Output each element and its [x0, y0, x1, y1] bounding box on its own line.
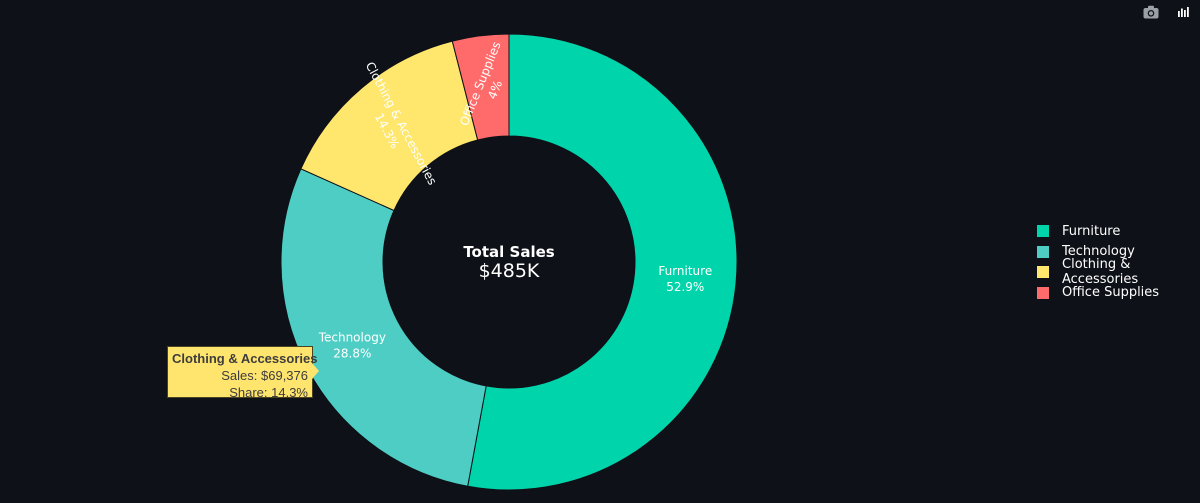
slice-label: Furniture 52.9%: [658, 264, 712, 294]
hover-tooltip: Clothing & Accessories Sales: $69,376 Sh…: [167, 346, 318, 400]
tooltip-title: Clothing & Accessories: [172, 351, 318, 366]
tooltip-share: Share: 14.3%: [229, 385, 308, 400]
legend-swatch: [1037, 245, 1049, 258]
legend-label: Furniture: [1062, 223, 1121, 239]
tooltip-sales: Sales: $69,376: [221, 368, 308, 383]
donut-slices: [280, 33, 738, 491]
legend-item-office-supplies[interactable]: Office Supplies: [1037, 283, 1200, 304]
legend: Furniture Technology Clothing & Accessor…: [1037, 221, 1200, 303]
camera-icon[interactable]: [1142, 4, 1160, 20]
center-title: Total Sales: [463, 243, 554, 261]
modebar: [1142, 4, 1192, 20]
plotly-logo-icon[interactable]: [1174, 4, 1192, 20]
legend-swatch: [1037, 286, 1049, 299]
legend-label: Office Supplies: [1062, 285, 1160, 301]
slice-office-supplies[interactable]: [451, 33, 510, 141]
center-value: $485K: [479, 260, 540, 282]
legend-item-technology[interactable]: Technology: [1037, 242, 1200, 263]
slice-technology[interactable]: [280, 168, 487, 487]
slice-label: Technology 28.8%: [318, 330, 386, 360]
legend-swatch: [1037, 225, 1049, 238]
tooltip-pointer: [312, 363, 319, 379]
legend-item-furniture[interactable]: Furniture: [1037, 221, 1200, 242]
legend-label: Technology: [1062, 244, 1135, 260]
legend-swatch: [1037, 266, 1049, 279]
legend-item-clothing[interactable]: Clothing & Accessories: [1037, 257, 1200, 287]
legend-label: Clothing & Accessories: [1062, 257, 1139, 288]
slice-furniture[interactable]: [467, 33, 738, 491]
